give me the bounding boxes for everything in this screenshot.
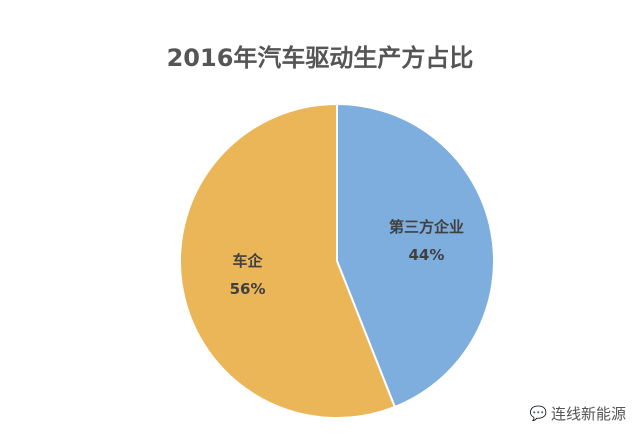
slice-value-label: 56% <box>230 280 266 298</box>
pie-slice-1 <box>179 102 397 419</box>
slice-category-label: 车企 <box>233 252 264 270</box>
wechat-icon: 💬 <box>529 405 547 422</box>
chart-title: 2016年汽车驱动生产方占比 <box>166 44 474 72</box>
watermark-text: 连线新能源 <box>550 405 626 423</box>
slice-value-label: 44% <box>408 246 444 264</box>
watermark: 💬 连线新能源 <box>530 403 626 424</box>
slice-category-label: 第三方企业 <box>389 218 464 236</box>
pie-slice-0 <box>336 102 495 409</box>
